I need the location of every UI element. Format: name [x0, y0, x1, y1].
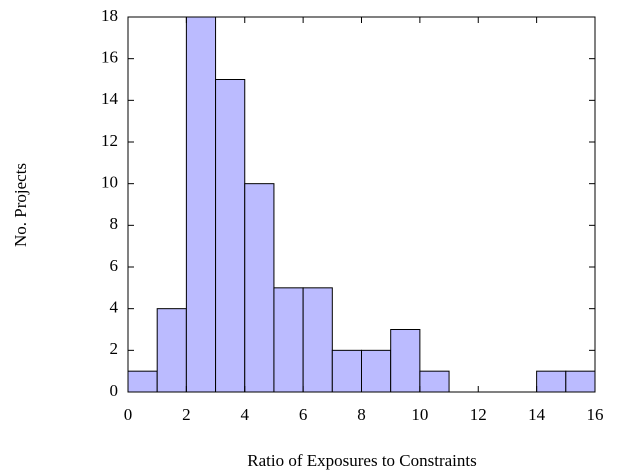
y-tick-label: 14	[101, 89, 119, 108]
x-tick-label: 6	[299, 405, 308, 424]
y-tick-label: 6	[110, 256, 119, 275]
bar	[536, 370, 567, 393]
bar	[302, 287, 333, 393]
bar	[127, 370, 158, 393]
bar	[419, 370, 450, 393]
y-tick-label: 12	[101, 131, 118, 150]
x-tick-label: 2	[182, 405, 191, 424]
x-tick-label: 0	[124, 405, 133, 424]
y-tick-label: 4	[110, 298, 119, 317]
x-tick-label: 10	[411, 405, 428, 424]
bar	[244, 183, 275, 393]
bar	[156, 308, 187, 393]
x-tick-label: 16	[587, 405, 604, 424]
x-tick-label: 8	[357, 405, 366, 424]
x-axis-label: Ratio of Exposures to Constraints	[247, 451, 476, 470]
y-tick-label: 16	[101, 48, 118, 67]
y-tick-label: 10	[101, 173, 118, 192]
x-tick-label: 12	[470, 405, 487, 424]
y-tick-label: 8	[110, 214, 119, 233]
y-tick-label: 2	[110, 339, 119, 358]
y-tick-label: 18	[101, 6, 118, 25]
x-tick-label: 4	[241, 405, 250, 424]
bar	[565, 370, 596, 393]
bar	[185, 16, 217, 393]
bar	[273, 287, 304, 393]
y-axis-label: No. Projects	[11, 163, 30, 247]
bar	[215, 79, 246, 393]
x-tick-label: 14	[528, 405, 546, 424]
bar	[361, 349, 392, 393]
bar	[390, 329, 421, 393]
bar	[331, 349, 362, 393]
y-tick-label: 0	[110, 381, 119, 400]
